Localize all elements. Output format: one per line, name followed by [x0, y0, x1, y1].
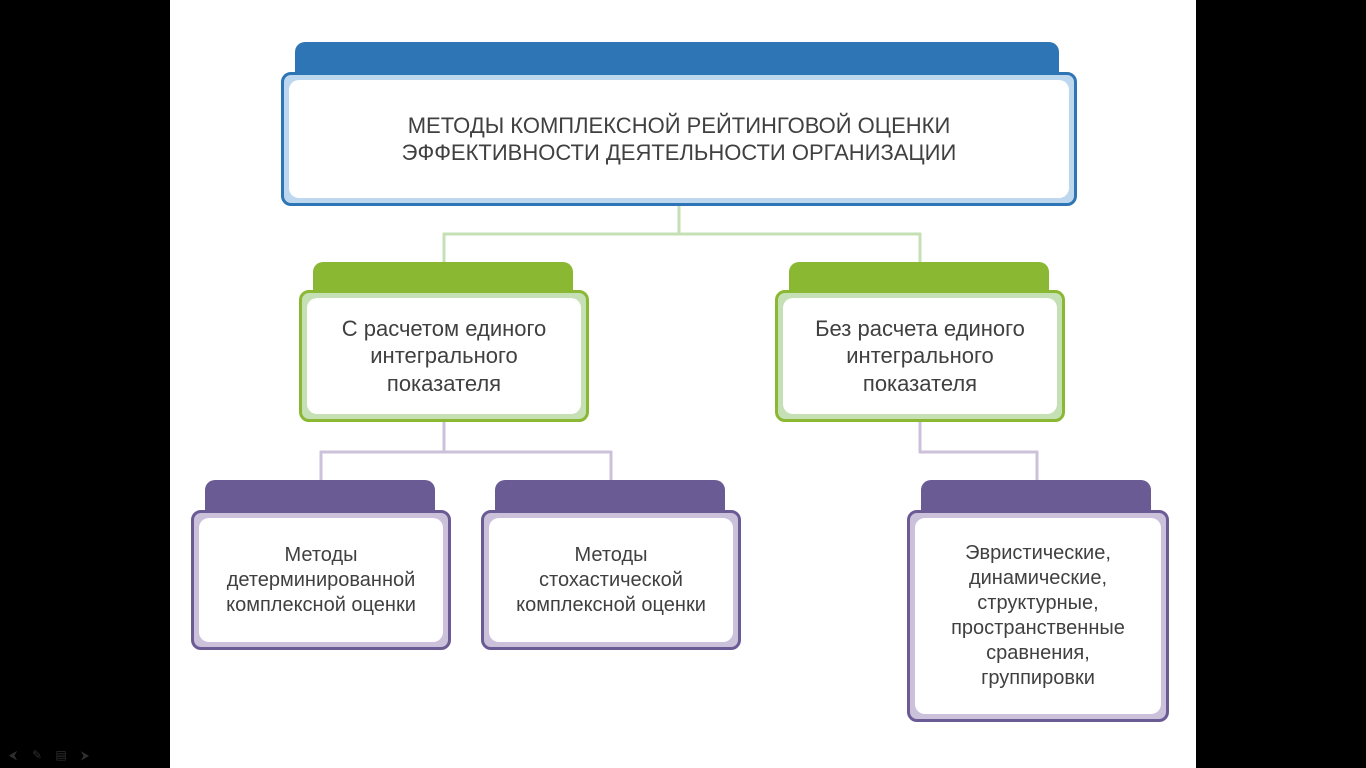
left-label: С расчетом единого интегрального показат… — [307, 298, 581, 414]
pen-icon[interactable]: ✎ — [30, 748, 44, 762]
arrow-right-icon[interactable]: ⮞ — [78, 748, 92, 762]
root-label: МЕТОДЫ КОМПЛЕКСНОЙ РЕЙТИНГОВОЙ ОЦЕНКИ ЭФ… — [289, 80, 1069, 198]
right-label: Без расчета единого интегрального показа… — [783, 298, 1057, 414]
menu-icon[interactable]: ▤ — [54, 748, 68, 762]
leaf1-label: Методы детерминированной комплексной оце… — [199, 518, 443, 642]
leaf3-label: Эвристические, динамические, структурные… — [915, 518, 1161, 714]
presenter-nav: ⮜ ✎ ▤ ⮞ — [6, 748, 92, 762]
nodes-layer: МЕТОДЫ КОМПЛЕКСНОЙ РЕЙТИНГОВОЙ ОЦЕНКИ ЭФ… — [0, 0, 1366, 768]
arrow-left-icon[interactable]: ⮜ — [6, 748, 20, 762]
leaf2-label: Методы стохастической комплексной оценки — [489, 518, 733, 642]
